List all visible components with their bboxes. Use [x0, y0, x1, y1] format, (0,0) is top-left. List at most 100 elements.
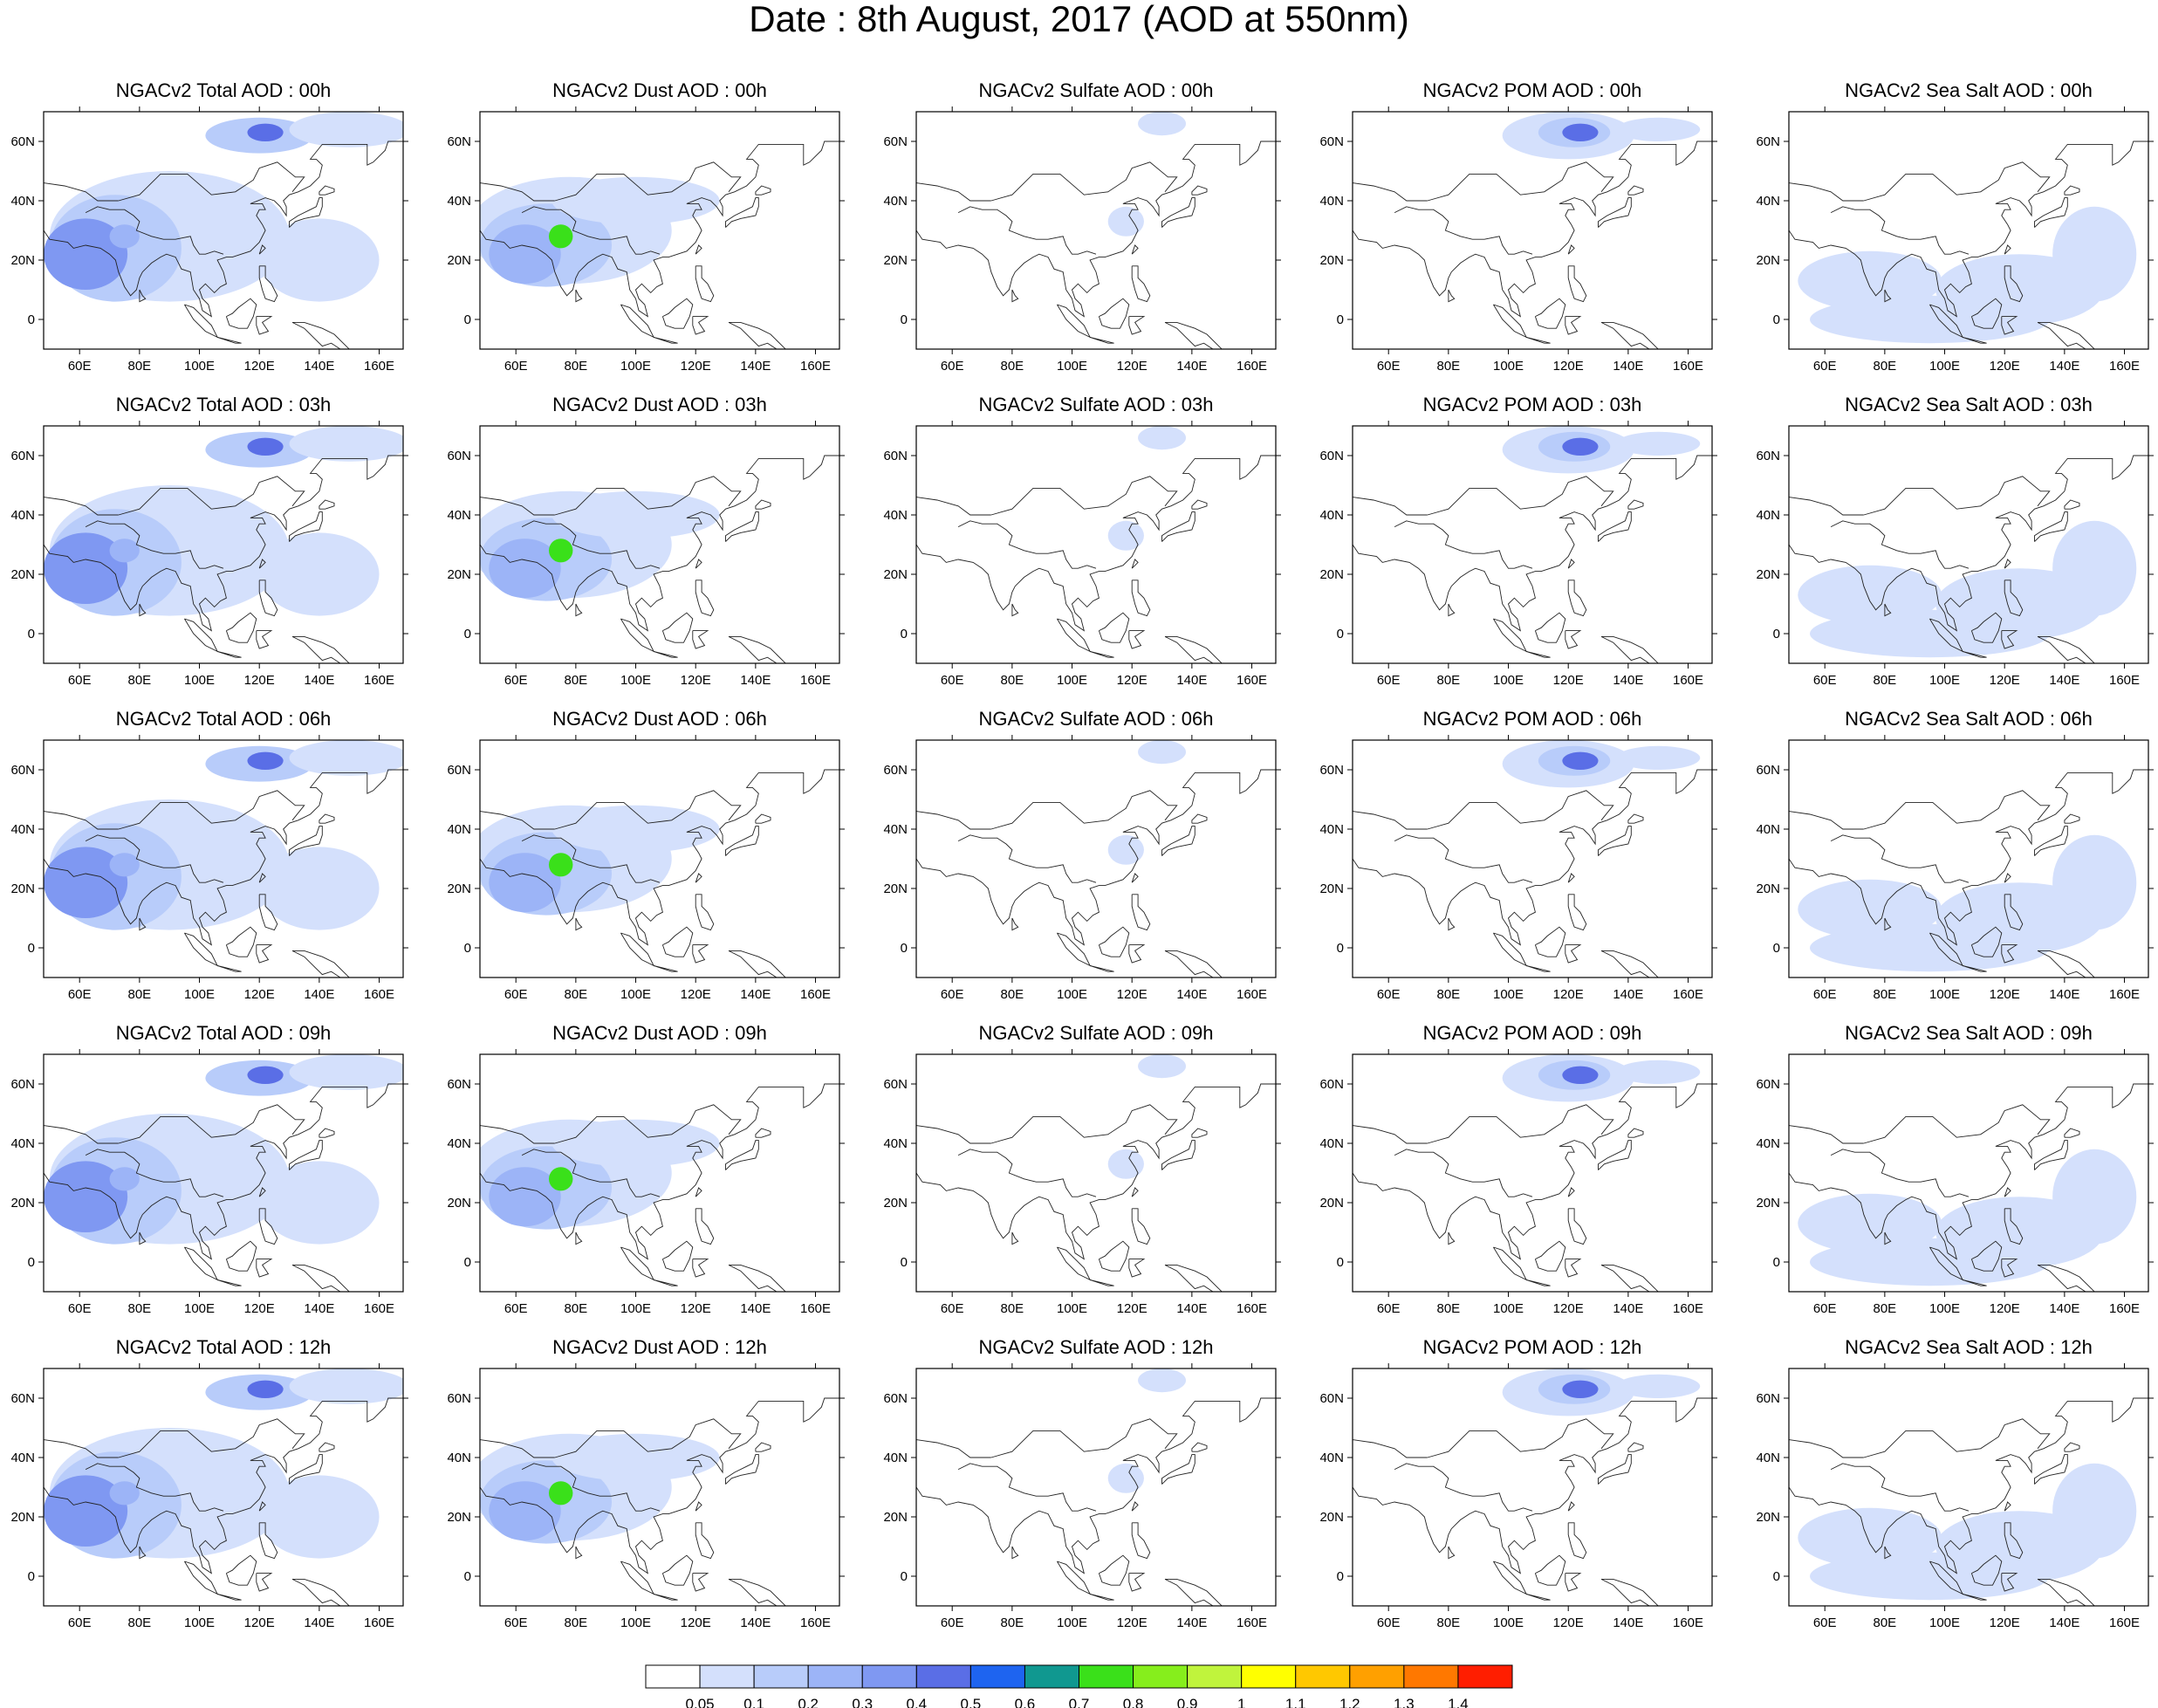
y-tick-label: 0	[901, 312, 908, 327]
coastline	[725, 197, 759, 228]
aod-field-patch	[109, 1481, 140, 1506]
y-tick-label: 60N	[1319, 1077, 1344, 1092]
x-tick-label: 140E	[1176, 673, 1207, 688]
x-tick-label: 80E	[565, 987, 588, 1002]
colorbar-label: 1	[1237, 1696, 1245, 1708]
coastline	[990, 1418, 1178, 1458]
x-tick-label: 140E	[2049, 359, 2079, 374]
aod-field-patch	[1562, 437, 1599, 456]
coastline	[480, 769, 839, 946]
y-tick-label: 0	[901, 1569, 908, 1584]
coastline	[85, 206, 224, 255]
y-tick-label: 60N	[10, 1391, 35, 1406]
x-tick-label: 160E	[1237, 1301, 1267, 1316]
x-tick-label: 120E	[1117, 1615, 1148, 1630]
coastline	[2001, 630, 2018, 649]
x-tick-label: 60E	[68, 1301, 92, 1316]
y-tick-label: 60N	[883, 1391, 908, 1406]
x-tick-label: 60E	[504, 1615, 528, 1630]
x-tick-label: 160E	[800, 673, 831, 688]
x-tick-label: 120E	[244, 1615, 275, 1630]
coastline	[692, 944, 709, 964]
x-tick-label: 160E	[1237, 987, 1267, 1002]
map-panel: 60E 80E 100E 120E 140E 160E 60N 40N 20N 0	[10, 1049, 408, 1316]
x-tick-label: 160E	[364, 1301, 394, 1316]
y-tick-label: 0	[901, 1255, 908, 1270]
coastline	[258, 559, 266, 569]
x-tick-label: 100E	[620, 1301, 651, 1316]
coastline	[575, 289, 583, 303]
y-tick-label: 0	[464, 627, 471, 641]
x-tick-label: 100E	[1493, 673, 1524, 688]
x-tick-label: 80E	[1874, 987, 1897, 1002]
y-tick-label: 60N	[10, 763, 35, 778]
coastline	[1427, 161, 1614, 202]
coastline	[184, 1246, 219, 1281]
x-tick-label: 120E	[1990, 1301, 2020, 1316]
x-tick-label: 140E	[740, 673, 771, 688]
x-tick-label: 160E	[1673, 1301, 1703, 1316]
coastline	[1448, 1231, 1456, 1245]
coastline	[1565, 1573, 1582, 1592]
coastline	[258, 580, 278, 617]
coastline	[1830, 1149, 1970, 1197]
coastline	[1131, 873, 1139, 883]
colorbar: 0.05 0.1 0.2 0.3 0.4 0.5 0.6 0.7 0.8 0.9 1 1.1 1.2 1.…	[645, 1664, 1513, 1708]
y-tick-label: 20N	[1756, 253, 1780, 268]
coastline	[118, 476, 305, 516]
coastline	[319, 813, 335, 824]
coastline	[1131, 559, 1139, 569]
y-tick-label: 40N	[883, 1451, 908, 1465]
y-tick-label: 40N	[10, 822, 35, 837]
x-tick-label: 160E	[364, 1615, 394, 1630]
x-tick-label: 100E	[1057, 673, 1087, 688]
coastline	[2064, 1442, 2080, 1452]
coastline	[1098, 1554, 1130, 1586]
x-tick-label: 140E	[1613, 987, 1643, 1002]
coastline	[319, 499, 335, 510]
coastline	[1789, 811, 1864, 830]
colorbar-swatch	[1187, 1664, 1243, 1689]
coastline	[1131, 580, 1151, 617]
coastline	[1191, 1128, 1208, 1138]
aod-field-patch	[289, 426, 403, 462]
x-tick-label: 100E	[1057, 1301, 1087, 1316]
coastline	[1131, 1208, 1151, 1245]
coastline	[1525, 650, 1551, 658]
coastline	[1789, 1439, 1864, 1458]
aod-field-patch	[259, 1161, 380, 1245]
x-tick-label: 160E	[2109, 1301, 2140, 1316]
colorbar-label: 0.8	[1123, 1696, 1144, 1708]
coastline	[728, 635, 786, 663]
coastline	[1131, 265, 1151, 303]
coastline	[1929, 304, 1964, 339]
aod-field-patch	[44, 218, 128, 290]
panel-title: NGACv2 POM AOD : 12h	[1422, 1336, 1642, 1358]
coastline	[1427, 790, 1614, 830]
map-panel: 60E 80E 100E 120E 140E 160E 60N 40N 20N 0	[447, 1363, 845, 1630]
coastline	[1011, 917, 1019, 931]
coastline	[755, 1442, 771, 1452]
coastline	[957, 1149, 1097, 1197]
coastline	[1128, 944, 1146, 964]
y-tick-label: 0	[1337, 312, 1344, 327]
x-tick-label: 60E	[1377, 987, 1401, 1002]
coastline	[1884, 917, 1892, 931]
y-tick-label: 0	[1337, 1255, 1344, 1270]
x-tick-label: 120E	[1553, 1301, 1584, 1316]
coastline	[258, 244, 266, 255]
coastline	[695, 894, 715, 931]
coastline	[1353, 141, 1712, 318]
x-tick-label: 80E	[1437, 987, 1461, 1002]
coastline	[319, 1442, 335, 1452]
y-tick-label: 0	[464, 1569, 471, 1584]
x-tick-label: 100E	[1493, 1615, 1524, 1630]
coastline	[1970, 926, 2003, 957]
y-tick-label: 20N	[1319, 1196, 1344, 1211]
coastline	[521, 520, 661, 569]
map-panel: 60E 80E 100E 120E 140E 160E 60N 40N 20N 0	[1319, 1049, 1717, 1316]
coastline	[225, 612, 257, 643]
x-tick-label: 140E	[1176, 1615, 1207, 1630]
panel-title: NGACv2 Total AOD : 09h	[115, 1022, 332, 1044]
coastline	[1098, 298, 1130, 329]
